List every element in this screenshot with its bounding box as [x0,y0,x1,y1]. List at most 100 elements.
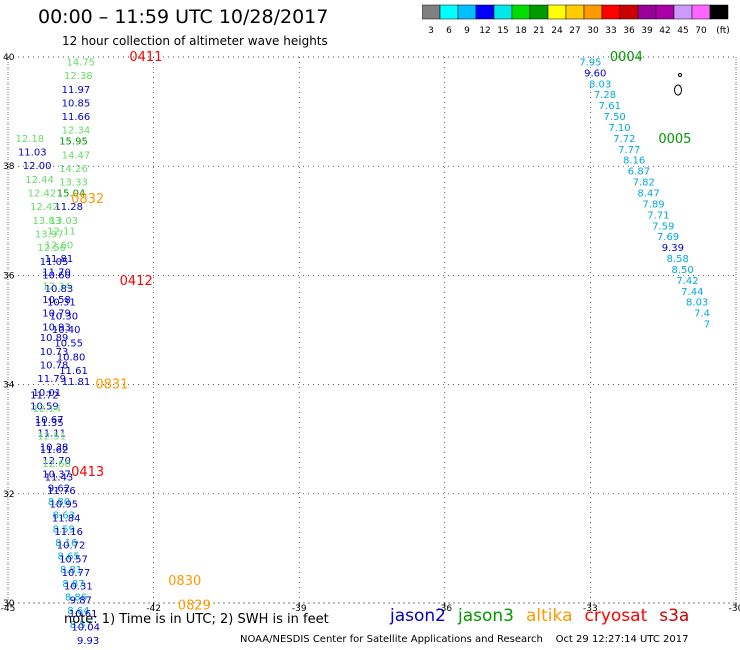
wave-height-label: 10.72 [57,541,86,552]
pass-number-label: 0412 [120,274,153,289]
wave-height-label: 12.14 [33,404,62,415]
colorbar-label: 24 [551,26,563,36]
wave-height-label: 8.81 [60,565,82,576]
x-tick-label: -39 [292,604,307,614]
wave-height-label: 8.57 [70,620,92,631]
pass-number-label: 0829 [178,599,211,614]
wave-height-label: 10.79 [42,309,71,320]
wave-height-label: 12.11 [47,227,76,238]
legend-entry: cryosat [584,606,648,626]
colorbar-label: 70 [695,26,707,36]
wave-height-label: 8.50 [671,265,693,276]
colorbar-label: 6 [446,26,452,36]
wave-height-label: 12.42 [28,189,57,200]
wave-height-label: 11.28 [54,202,83,213]
wave-height-label: 11.84 [52,513,81,524]
pass-number-label: 0831 [95,378,128,393]
wave-height-label: 10.77 [62,568,91,579]
wave-height-label: 11.62 [40,445,69,456]
wave-height-label: 8.86 [65,593,87,604]
wave-height-label: 11.81 [45,254,74,265]
wave-height-label: 15.04 [57,189,86,200]
wave-height-label: 7 [704,320,710,331]
wave-height-label: 13.33 [59,178,88,189]
wave-height-label: 10.89 [40,333,69,344]
wave-height-label: 8.16 [55,538,77,549]
wave-height-label: 10.85 [62,98,91,109]
wave-height-label: 7.82 [633,178,655,189]
wave-height-label: 10.59 [30,401,59,412]
wave-height-label: 10.61 [69,609,98,620]
wave-height-label: 9.93 [77,636,99,647]
wave-height-label: 7.72 [613,134,635,145]
legend-entry: altika [526,606,573,626]
wave-height-label: 10.78 [40,360,69,371]
wave-height-label: 10.31 [47,298,76,309]
page-title: 00:00 – 11:59 UTC 10/28/2017 [38,6,329,28]
wave-height-label: 13.97 [35,229,64,240]
wave-height-label: 10.04 [71,623,100,634]
island-outline [678,73,682,77]
colorbar-label: 18 [515,26,527,36]
wave-height-label: 10.95 [49,500,78,511]
wave-height-label: 10.40 [52,325,81,336]
wave-height-label: 12.66 [42,459,71,470]
colorbar-swatch [709,4,729,20]
pass-number-label: 0005 [658,132,691,147]
wave-height-label: 10.67 [35,415,64,426]
wave-height-label: 7.71 [647,210,669,221]
wave-height-label: 10.58 [42,295,71,306]
y-tick-label: 40 [3,53,15,63]
wave-height-label: 10.37 [42,470,71,481]
wave-height-label: 14.26 [59,164,88,175]
x-tick-label: -42 [146,604,161,614]
colorbar-label: (ft) [716,26,730,36]
island-outline [674,84,682,96]
wave-height-label: 11.03 [18,148,47,159]
wave-height-label: 7.95 [579,57,601,68]
colorbar-label: 9 [464,26,470,36]
wave-height-label: 10.30 [49,311,78,322]
wave-height-label: 8.03 [589,79,611,90]
pass-number-label: 0413 [71,465,104,480]
chart-subtitle: 12 hour collection of altimeter wave hei… [62,34,328,48]
wave-height-label: 10.38 [40,442,69,453]
wave-height-label: 11.79 [37,374,66,385]
wave-height-label: 11.72 [30,391,59,402]
units-note: note: 1) Time is in UTC; 2) SWH is in fe… [64,612,329,627]
wave-height-label: 9.39 [662,243,684,254]
wave-height-label: 8.47 [638,189,660,200]
wave-height-label: 11.43 [45,472,74,483]
wave-height-label: 7.69 [657,232,679,243]
colorbar-label: 42 [659,26,670,36]
wave-height-label: 9.60 [584,68,606,79]
wave-height-label: 7.59 [652,221,674,232]
wave-height-label: 12.56 [37,243,66,254]
legend-entry: jason3 [458,606,514,626]
colorbar-label: 39 [641,26,653,36]
wave-height-label: 11.70 [42,268,71,279]
colorbar-label: 21 [533,26,544,36]
wave-height-label: 13.03 [49,216,78,227]
colorbar-label: 3 [428,26,434,36]
wave-height-label: 14.75 [66,57,95,68]
wave-height-label: 6.87 [628,167,650,178]
wave-height-label: 12.00 [23,161,52,172]
wave-height-label: 7.28 [594,90,616,101]
colorbar-label: 15 [497,26,508,36]
wave-height-label: 8.80 [48,497,70,508]
wave-height-label: 10.80 [57,352,86,363]
wave-height-label: 12.70 [42,456,71,467]
wave-height-label: 8.03 [686,298,708,309]
wave-height-label: 11.35 [35,418,64,429]
wave-height-label: 10.57 [59,554,88,565]
pass-number-label: 0832 [71,192,104,207]
y-tick-label: 36 [3,271,15,281]
wave-height-label: 10.93 [42,322,71,333]
wave-height-label: 10.55 [54,339,83,350]
wave-height-label: 7.44 [681,287,703,298]
wave-height-label: 9.87 [70,595,92,606]
wave-height-label: 8.58 [667,254,689,265]
wave-height-label: 12.34 [42,281,71,292]
